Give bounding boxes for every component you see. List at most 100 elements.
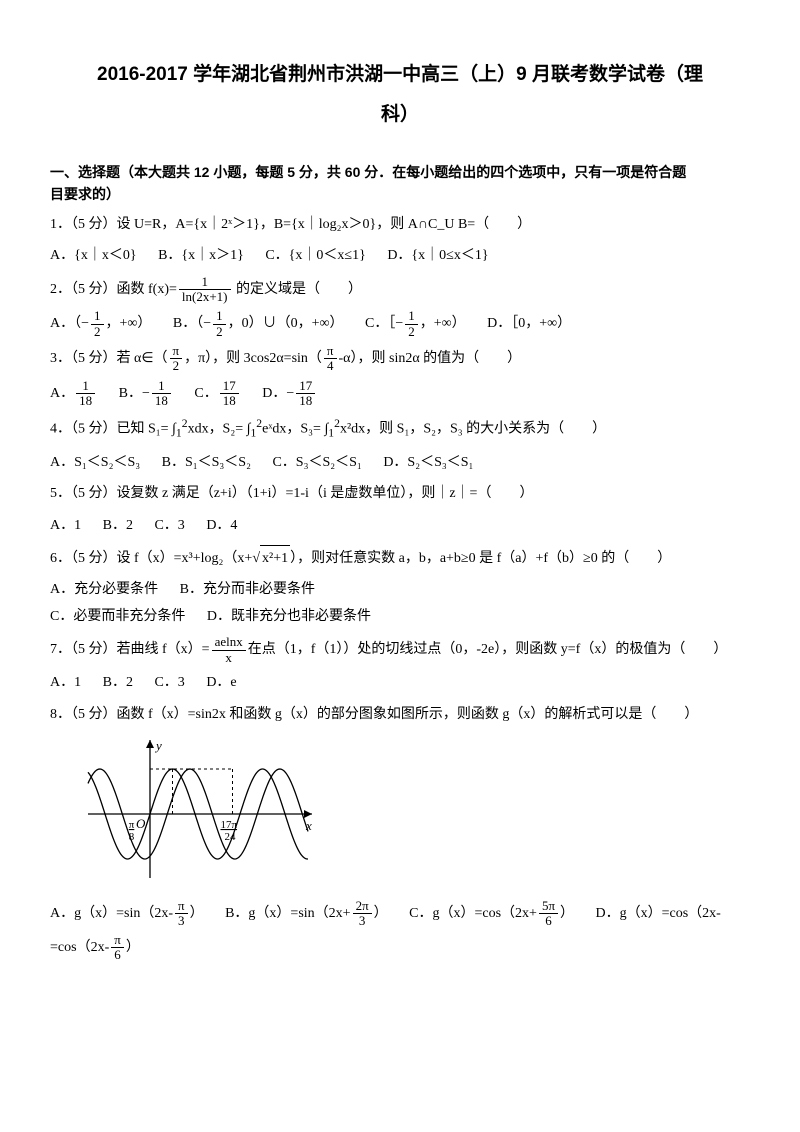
q8b-den: 3 — [353, 914, 372, 928]
q4-opt-c: C．S₃＜S₂＜S₁ — [272, 450, 361, 477]
q8-graph: Oyxπ817π24 — [80, 734, 750, 892]
q3-opt-b: B．−118 — [119, 379, 173, 409]
q8b-pre: B．g（x）=sin（2x+ — [225, 906, 350, 921]
q4-s3: ，S₃= ∫ — [286, 422, 328, 437]
q4-opt-b: B．S₁＜S₃＜S₂ — [162, 450, 251, 477]
q8b-num: 2π — [353, 899, 372, 914]
q7-options: A．1 B．2 C．3 D．e — [50, 670, 750, 697]
q2-fraction: 1ln(2x+1) — [179, 275, 231, 305]
q2-func-lhs: f(x)= — [148, 282, 177, 297]
svg-text:8: 8 — [129, 831, 135, 843]
q8-opt-c: C．g（x）=cos（2x+5π6） — [409, 899, 574, 929]
q8a-num: π — [175, 899, 188, 914]
q2b-frac: 12 — [213, 309, 226, 339]
q3d-num: 17 — [296, 379, 315, 394]
q4-options: A．S₁＜S₂＜S₃ B．S₁＜S₃＜S₂ C．S₃＜S₂＜S₁ D．S₂＜S₃… — [50, 450, 750, 477]
q3a-num: 1 — [76, 379, 95, 394]
q8-opt-b: B．g（x）=sin（2x+2π3） — [225, 899, 388, 929]
q8d-den: 6 — [111, 948, 124, 962]
svg-text:24: 24 — [225, 831, 237, 843]
q6-sqrt: √x²+1 — [252, 545, 290, 573]
q3b-frac: 118 — [152, 379, 171, 409]
q2c-frac: 12 — [405, 309, 418, 339]
q6-opt-a: A．充分必要条件 — [50, 577, 158, 604]
q7-opt-c: C．3 — [154, 670, 184, 697]
q3-f1: π2 — [170, 344, 183, 374]
svg-text:x: x — [305, 818, 312, 833]
q1-opt-c: C．{x｜0＜x≤1} — [265, 243, 365, 270]
q3a-pre: A． — [50, 386, 74, 401]
q8d-pre: D．g（x）=cos（2x- — [596, 906, 721, 921]
q8c-pre: C．g（x）=cos（2x+ — [409, 906, 537, 921]
q3c-den: 18 — [220, 394, 239, 408]
q3d-den: 18 — [296, 394, 315, 408]
q2b-post: ，0）∪（0，+∞） — [228, 316, 344, 331]
q5-opt-d: D．4 — [206, 513, 237, 540]
q6-stem-b: ），则对任意实数 a，b，a+b≥0 是 f（a）+f（b）≥0 的（ ） — [290, 551, 671, 566]
q4-stem-b: ，则 S₁，S₂，S₃ 的大小关系为（ ） — [365, 422, 606, 437]
q5-options: A．1 B．2 C．3 D．4 — [50, 513, 750, 540]
q2-stem-a: 2．（5 分）函数 — [50, 282, 145, 297]
q8d-num: π — [111, 933, 124, 948]
q2b-pre: B．（− — [173, 316, 211, 331]
q3b-num: 1 — [152, 379, 171, 394]
q3-opt-d: D．−1718 — [262, 379, 317, 409]
q2c-post: ，+∞） — [420, 316, 466, 331]
q3-opt-c: C．1718 — [194, 379, 240, 409]
q8c-frac: 5π6 — [539, 899, 558, 929]
q3-f1-num: π — [170, 344, 183, 359]
q2-den: ln(2x+1) — [179, 290, 231, 304]
q3-f2-num: π — [324, 344, 337, 359]
q8-opt-a: A．g（x）=sin（2x-π3） — [50, 899, 204, 929]
q1-opt-d: D．{x｜0≤x＜1} — [387, 243, 488, 270]
question-2: 2．（5 分）函数 f(x)=1ln(2x+1) 的定义域是（ ） — [50, 275, 750, 305]
q2a-post: ，+∞） — [106, 316, 152, 331]
q8c-den: 6 — [539, 914, 558, 928]
q6-sqrt-body: x²+1 — [260, 545, 290, 573]
question-4: 4．（5 分）已知 S₁= ∫12xdx，S₂= ∫12eˣdx，S₃= ∫12… — [50, 413, 750, 445]
q2c-num: 1 — [405, 309, 418, 324]
svg-text:y: y — [154, 738, 162, 753]
q8b-frac: 2π3 — [353, 899, 372, 929]
page-subtitle: 科） — [50, 100, 750, 130]
q8a-den: 3 — [175, 914, 188, 928]
q7-opt-a: A．1 — [50, 670, 81, 697]
q8a-frac: π3 — [175, 899, 188, 929]
q8-opt-d-cont: =cos（2x-π6） — [50, 933, 750, 963]
q2-opt-a: A．（−12，+∞） — [50, 309, 151, 339]
q3-opt-a: A．118 — [50, 379, 97, 409]
q3d-pre: D．− — [262, 386, 294, 401]
q7-frac: aelnxx — [212, 635, 246, 665]
q7-opt-b: B．2 — [103, 670, 133, 697]
q5-opt-a: A．1 — [50, 513, 81, 540]
question-6: 6．（5 分）设 f（x）=x³+log₂（x+√x²+1），则对任意实数 a，… — [50, 545, 750, 573]
q7-stem-a: 7．（5 分）若曲线 f（x）= — [50, 642, 210, 657]
q2-opt-b: B．（−12，0）∪（0，+∞） — [173, 309, 344, 339]
q6-opt-b: B．充分而非必要条件 — [180, 577, 315, 604]
q3-f1-den: 2 — [170, 359, 183, 373]
q8-opt-d: D．g（x）=cos（2x- — [596, 901, 721, 928]
q6-options: A．充分必要条件 B．充分而非必要条件 C．必要而非充分条件 D．既非充分也非必… — [50, 577, 750, 630]
svg-text:17π: 17π — [221, 819, 238, 831]
q8c-post: ） — [560, 906, 574, 921]
section-heading-l1: 一、选择题（本大题共 12 小题，每题 5 分，共 60 分．在每小题给出的四个… — [50, 164, 686, 180]
q7-stem-b: 在点（1，f（1））处的切线过点（0，-2e），则函数 y=f（x）的极值为（ … — [248, 642, 728, 657]
q2-opt-c: C．［−12，+∞） — [365, 309, 466, 339]
q4-opt-d: D．S₂＜S₃＜S₁ — [383, 450, 473, 477]
q2c-pre: C．［− — [365, 316, 403, 331]
question-3: 3．（5 分）若 α∈（π2，π），则 3cos2α=sin（π4-α），则 s… — [50, 344, 750, 374]
q3c-num: 17 — [220, 379, 239, 394]
q3-options: A．118 B．−118 C．1718 D．−1718 — [50, 379, 750, 409]
q3-stem-a: 3．（5 分）若 α∈（ — [50, 351, 168, 366]
question-1: 1．（5 分）设 U=R，A={x｜2ˣ＞1}，B={x｜log₂x＞0}，则 … — [50, 212, 750, 239]
q3-stem-c: -α），则 sin2α 的值为（ ） — [339, 351, 522, 366]
q8d-frac: π6 — [111, 933, 124, 963]
q8b-post: ） — [374, 906, 388, 921]
q3b-pre: B．− — [119, 386, 150, 401]
section-heading: 一、选择题（本大题共 12 小题，每题 5 分，共 60 分．在每小题给出的四个… — [50, 161, 750, 206]
q2-opt-d: D．［0，+∞） — [487, 311, 571, 338]
q2a-num: 1 — [91, 309, 104, 324]
section-heading-l2: 目要求的） — [50, 186, 120, 202]
q3a-frac: 118 — [76, 379, 95, 409]
q3a-den: 18 — [76, 394, 95, 408]
